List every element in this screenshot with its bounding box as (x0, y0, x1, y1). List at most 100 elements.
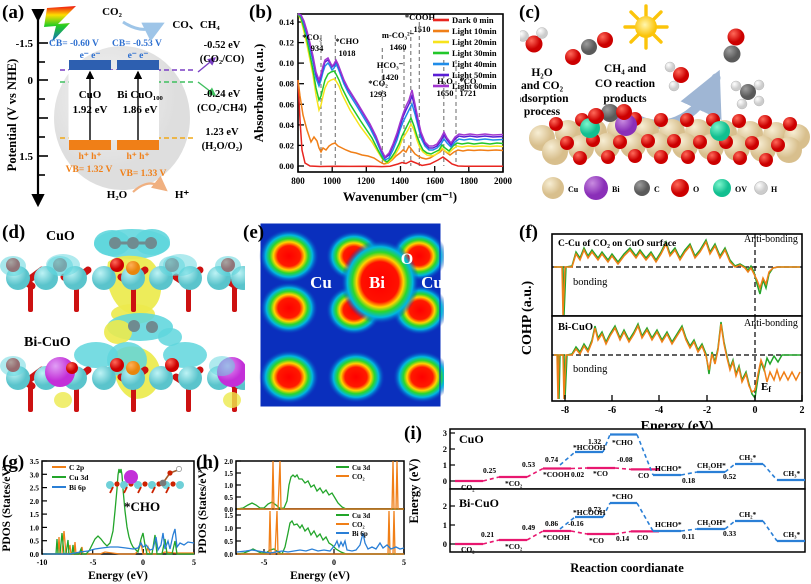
sun-icon (623, 4, 669, 50)
legend-item-10min: Light 10min (452, 26, 497, 36)
panel-e-label: (e) (243, 222, 265, 243)
panel-f-bottom-curves (554, 321, 801, 400)
cuo-state-co: CO (638, 471, 649, 480)
panel-h-xtick--5: -5 (261, 558, 268, 567)
panel-a-label: (a) (2, 2, 25, 23)
panel-g-ytick-05: 0.5 (30, 537, 40, 546)
panel-h: 0.0 0.5 1.0 1.5 2.0 0.0 0.5 1.0 1.5 -5 0… (196, 455, 411, 584)
panel-d: CuO (0, 222, 245, 457)
panel-c-text-ch4and: CH₄ and (604, 63, 647, 75)
cuo-state-ch2: CH₂* (739, 453, 756, 462)
panel-f-top-curves (554, 238, 800, 316)
panel-g: 0.0 0.5 1.0 1.5 2.0 2.5 3.0 3.5 -10 -5 0… (0, 455, 200, 584)
panel-g-xtick--10: -10 (37, 558, 48, 567)
panel-b-xtick-800: 800 (291, 176, 305, 186)
legend-item-dark: Dark 0 min (452, 15, 494, 25)
panel-c-text-adsorption: adsorption (520, 93, 569, 105)
panel-g-inset-bi (124, 470, 138, 484)
panel-b-xtick-1000: 1000 (323, 176, 342, 186)
peak-label-mco3: m-CO₃²⁻ (382, 30, 415, 40)
bicuo-state-hcho: HCHO* (655, 520, 682, 529)
bandgap-cuo: 1.92 eV (73, 104, 108, 116)
panel-h-legend-bot-cu3d: Cu 3d (352, 512, 370, 520)
peak-label-cho: *CHO (335, 36, 359, 46)
legend-ov: OV (735, 185, 747, 194)
legend-item-20min: Light 20min (452, 37, 497, 47)
panel-b-label: (b) (249, 2, 273, 23)
peak-label-hco3: HCO₃⁻ (377, 60, 404, 70)
panel-c-label: (c) (519, 2, 541, 23)
panel-g-xtick-5: 5 (192, 558, 196, 567)
spectrum-light-30min (297, 13, 504, 163)
bicuo-barrier-072: 0.72 (588, 505, 601, 514)
panel-f: -8 -6 -4 -2 0 2 Energy (eV) COHP (a.u.) … (520, 222, 811, 457)
panel-g-ytick-35: 3.5 (30, 457, 40, 466)
panel-g-ylabel: PDOS (States/eV) (1, 464, 13, 551)
bandgap-bicuo: 1.86 eV (123, 104, 158, 116)
panel-f-xtick--6: -6 (608, 405, 616, 416)
products-label: CO、CH₄ (172, 19, 220, 31)
panel-f-xticks (564, 395, 803, 401)
panel-i-top-frame (449, 428, 806, 490)
panel-g-legend: C 2p Cu 3d Bi 6p (52, 463, 89, 492)
adsorbed-oxygen-a (588, 108, 604, 124)
panel-h-top-ytick-15: 1.5 (224, 470, 233, 478)
peak-value-1460: 1460 (390, 42, 407, 52)
cuo-state-aco: *CO (593, 469, 608, 478)
bicuo-state-cooh: *COOH (543, 533, 570, 542)
peak-label-co: *CO (460, 76, 477, 86)
panel-i-bot-ytick-0: 0 (443, 539, 447, 549)
panel-h-bot-ytick-10: 1.0 (224, 525, 233, 533)
co2-molecule-left (565, 32, 613, 65)
co2-to-products-arrow (122, 20, 165, 42)
hplus-product: H⁺ (175, 189, 190, 201)
spectrum-dark-0min (297, 79, 504, 168)
peak-value-1293: 1293 (370, 89, 387, 99)
panel-f-top-frame (551, 233, 803, 317)
electrons-cuo: e⁻ e⁻ (80, 51, 101, 61)
panel-b-ytick-012: 0.12 (279, 38, 294, 48)
panel-g-legend-bi6p: Bi 6p (69, 483, 86, 492)
bicuo-barrier-033: 0.33 (723, 529, 736, 538)
panel-g-ytick-20: 2.0 (30, 497, 40, 506)
cuo-state-aco2: *CO₂ (505, 479, 523, 488)
spectrum-light-20min (297, 13, 504, 164)
h2o-molecule-right (664, 61, 689, 92)
panel-g-inset-c (159, 479, 167, 487)
panel-f-bonding-top: bonding (573, 277, 608, 288)
panel-g-legend-c2p: C 2p (69, 463, 84, 472)
panel-g-xtick-0: 0 (141, 558, 145, 567)
spectrum-light-10min (297, 79, 504, 165)
peak-label-co2: *CO₂ (368, 78, 388, 88)
panel-f-antibonding-bottom: Anti-bonding (744, 318, 798, 329)
panel-c-legend: Cu Bi C O OV H (542, 176, 778, 200)
co-molecule-product (723, 28, 745, 63)
peak-value-1721: 1721 (460, 88, 477, 98)
elf-map-lobes (259, 229, 444, 404)
legend-item-50min: Light 50min (452, 70, 497, 80)
panel-a-ytick-2: 1.5 (19, 151, 33, 163)
bicuo-state-ch3: CH₃* (783, 530, 800, 539)
panel-h-legend-top-cu3d: Cu 3d (352, 464, 370, 472)
elf-atom-bi: Bi (369, 273, 385, 292)
catalyst-slab (529, 104, 810, 167)
oxygen-vacancy-2 (710, 121, 730, 141)
cb-label-cuo: CB= -0.60 V (49, 39, 99, 49)
panel-f-top-title: C-Cu of CO₂ on CuO surface (558, 239, 676, 249)
panel-h-top-ytick-00: 0.0 (224, 506, 233, 514)
panel-i: 0 1 2 3 0 1 2 Energy (eV) Reaction coord… (405, 425, 811, 584)
bicuo-barrier-021: 0.21 (481, 530, 494, 539)
panel-i-top-ytick-0: 0 (443, 476, 447, 486)
panel-e: Cu Bi O Cu (244, 222, 444, 457)
panel-i-label: (i) (404, 423, 422, 444)
panel-h-top-ytick-10: 1.0 (224, 482, 233, 490)
bicuo-state-ch2: CH₂* (739, 510, 756, 519)
panel-i-bicuo-ch4-route: *HCOOH *CHO HCHO* CH₂OH* CH₂* CH₃* 0.86 … (545, 492, 805, 543)
panel-g-ytick-15: 1.5 (30, 510, 40, 519)
bicuo-state-aco2: *CO₂ (505, 542, 523, 551)
panel-c: H₂O and CO₂ adsorption process CH₄ and C… (520, 0, 811, 215)
material-cuo: CuO (79, 89, 102, 101)
cuo-barrier-132: 1.32 (588, 437, 601, 446)
panel-g-inset-label: *CHO (124, 499, 160, 514)
panel-f-xtick--2: -2 (703, 405, 711, 416)
